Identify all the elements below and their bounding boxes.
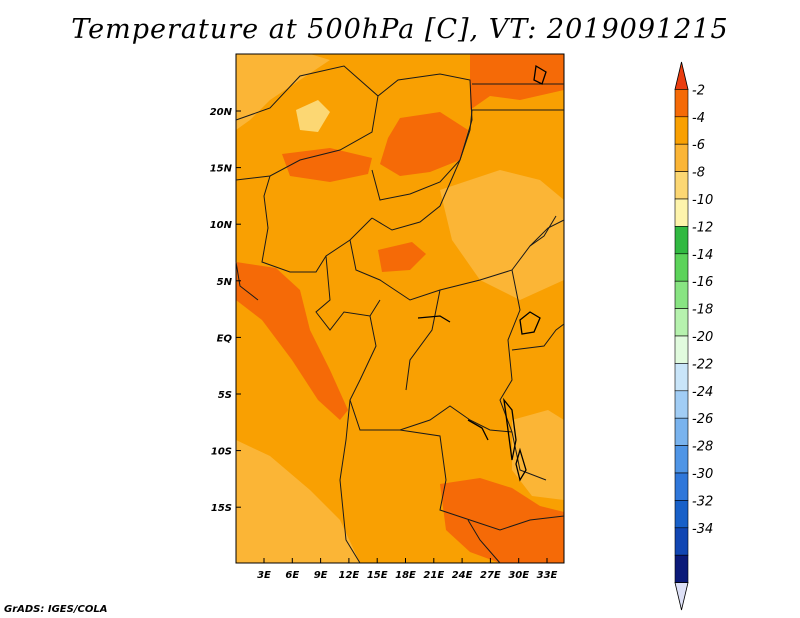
colorbar-swatch	[674, 198, 689, 227]
colorbar-swatch	[674, 554, 689, 583]
y-tick-label: 20N	[210, 107, 233, 118]
colorbar-label: -22	[692, 357, 713, 372]
y-tick-label: 10N	[210, 220, 233, 231]
colorbar-arrow-top	[674, 61, 689, 90]
x-tick-label: 18E	[395, 570, 416, 581]
colorbar-label: -14	[692, 248, 713, 263]
colorbar-swatch	[674, 171, 689, 200]
colorbar-label: -24	[692, 385, 713, 400]
colorbar-swatch	[674, 253, 689, 282]
colorbar-label: -20	[692, 330, 713, 345]
field-cool-east	[512, 410, 564, 500]
x-tick-label: 30E	[508, 570, 529, 581]
map-panel	[235, 53, 565, 564]
colorbar-swatch	[674, 280, 689, 309]
colorbar-label: -32	[692, 494, 713, 509]
x-axis: 3E 6E 9E 12E 15E 18E 21E 24E 27E 30E 33E	[257, 558, 558, 581]
x-tick-label: 12E	[339, 570, 360, 581]
y-tick-label: 15S	[211, 503, 232, 514]
colorbar-swatch	[674, 390, 689, 419]
field-cool-northwest	[236, 54, 330, 130]
colorbar-label: -4	[692, 111, 705, 126]
colorbar: -2 -4 -6 -8 -10 -12 -14 -16 -18 -20 -22 -24 -26 -28 -3…	[674, 61, 713, 611]
field-cool-north	[296, 100, 330, 132]
x-tick-label: 15E	[367, 570, 388, 581]
colorbar-arrow-bottom	[674, 582, 689, 611]
colorbar-swatch	[674, 527, 689, 556]
colorbar-label: -30	[692, 467, 713, 482]
colorbar-swatch	[674, 143, 689, 172]
y-tick-label: EQ	[217, 333, 233, 344]
y-tick-label: 5S	[218, 390, 232, 401]
x-tick-label: 24E	[452, 570, 473, 581]
x-tick-label: 21E	[423, 570, 444, 581]
colorbar-label: -12	[692, 220, 713, 235]
colorbar-swatch	[674, 335, 689, 364]
credit-label: GrADS: IGES/COLA	[4, 604, 108, 615]
field-cool-central	[440, 170, 564, 300]
colorbar-label: -2	[692, 83, 705, 98]
x-tick-label: 3E	[257, 570, 271, 581]
colorbar-label: -10	[692, 193, 713, 208]
field-cool-southwest	[236, 440, 360, 563]
colorbar-label: -34	[692, 522, 713, 537]
field-warm-north	[380, 112, 468, 176]
x-tick-label: 27E	[480, 570, 501, 581]
colorbar-swatch	[674, 472, 689, 501]
chart-title: Temperature at 500hPa [C], VT: 201909121…	[71, 14, 729, 45]
colorbar-swatch	[674, 308, 689, 337]
y-axis: 20N 15N 10N 5N EQ 5S 10S 15S	[210, 107, 241, 514]
colorbar-label: -26	[692, 412, 713, 427]
colorbar-swatch	[674, 417, 689, 446]
country-boundaries	[235, 65, 565, 564]
map-frame	[235, 53, 565, 564]
y-tick-label: 5N	[217, 277, 233, 288]
field-warm-coast	[236, 262, 348, 420]
field-warm-sahel	[282, 148, 372, 182]
colorbar-label: -28	[692, 440, 713, 455]
x-tick-label: 9E	[314, 570, 328, 581]
field-warm-southeast	[440, 478, 564, 563]
x-tick-label: 33E	[537, 570, 558, 581]
colorbar-swatch	[674, 226, 689, 255]
colorbar-label: -8	[692, 166, 705, 181]
y-tick-label: 15N	[210, 164, 233, 175]
field-warm-central	[378, 242, 426, 272]
x-tick-label: 6E	[285, 570, 299, 581]
colorbar-swatch	[674, 363, 689, 392]
colorbar-swatch	[674, 89, 689, 118]
colorbar-label: -18	[692, 303, 713, 318]
colorbar-swatch	[674, 445, 689, 474]
colorbar-swatch	[674, 116, 689, 145]
lakes	[417, 64, 547, 482]
colorbar-swatch	[674, 500, 689, 529]
colorbar-label: -6	[692, 138, 705, 153]
colorbar-label: -16	[692, 275, 713, 290]
y-tick-label: 10S	[211, 447, 232, 458]
